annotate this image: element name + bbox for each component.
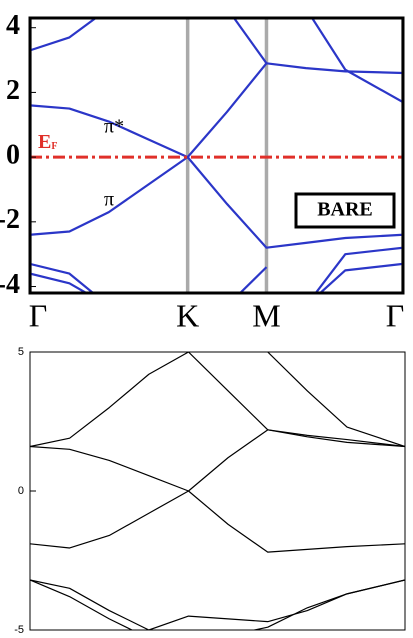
- band-line: [30, 262, 95, 293]
- band-line: [310, 18, 403, 104]
- fermi-label-sub: F: [51, 141, 57, 152]
- y-tick-label: 4: [6, 10, 20, 41]
- band-line: [30, 352, 405, 448]
- plot-area: [30, 18, 403, 293]
- y-tick-label: 5: [18, 346, 24, 358]
- band-line: [30, 429, 405, 492]
- band-line: [30, 490, 405, 553]
- band-line: [30, 156, 403, 249]
- band-line: [30, 18, 98, 52]
- y-tick-label: -5: [14, 624, 24, 636]
- y-tick-label: -4: [0, 269, 20, 300]
- x-tick-label: M: [252, 297, 280, 333]
- y-tick-label: 0: [6, 140, 20, 171]
- band-line: [267, 352, 405, 448]
- band-line: [30, 272, 89, 293]
- band-line: [314, 246, 403, 293]
- band-line: [30, 579, 405, 630]
- band-line: [318, 262, 403, 293]
- band-line: [232, 18, 268, 64]
- band-line: [30, 579, 134, 630]
- band-line: [251, 579, 405, 630]
- label-box: [294, 192, 396, 229]
- axes-frame: [28, 16, 405, 295]
- band-line: [238, 266, 268, 293]
- annotation: π*: [104, 116, 124, 138]
- fermi-label: EF: [38, 131, 57, 153]
- x-tick-label: Γ: [386, 297, 405, 333]
- fermi-label-main: E: [38, 131, 51, 153]
- box-label: BARE: [317, 199, 373, 221]
- y-tick-label: -2: [0, 204, 20, 235]
- x-tick-label: Γ: [29, 297, 48, 333]
- plot-area: [30, 352, 405, 630]
- x-tick-label: K: [176, 297, 199, 333]
- axes-frame: [29, 351, 406, 631]
- y-tick-label: 0: [18, 485, 24, 497]
- band-line: [30, 62, 403, 159]
- y-tick-label: 2: [6, 75, 20, 106]
- annotation: π: [104, 189, 114, 211]
